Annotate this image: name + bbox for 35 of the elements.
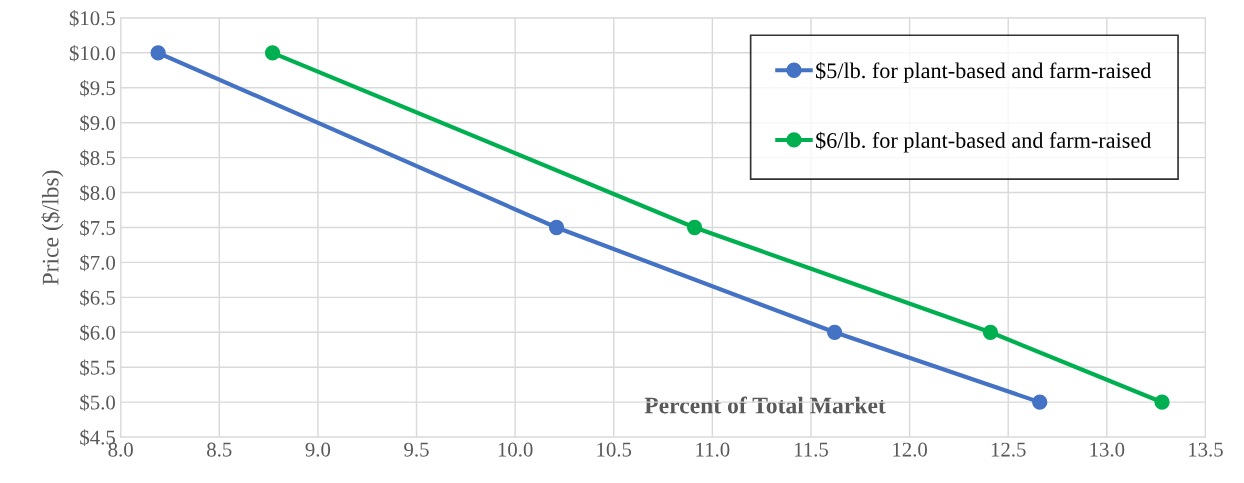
point: [150, 45, 166, 61]
x-tick-label: 11.0: [696, 442, 730, 457]
x-tick-label: 13.5: [1189, 442, 1223, 457]
legend-label: $6/lb. for plant-based and farm-raised: [816, 131, 1152, 153]
point: [548, 219, 565, 236]
point: [686, 219, 703, 236]
y-tick-label: $10.5: [69, 10, 115, 27]
legend-label: $5/lb. for plant-based and farm-raised: [816, 61, 1152, 83]
y-tick-label: $5.0: [80, 394, 116, 411]
y-tick-label: $7.5: [80, 219, 115, 237]
point: [264, 45, 281, 61]
x-tick-label: 13.0: [1090, 442, 1125, 457]
x-tick-label: 10.0: [498, 442, 533, 457]
x-tick-label: 11.5: [794, 442, 828, 457]
y-tick-label: $8.0: [80, 184, 116, 202]
y-tick-label: $7.0: [80, 254, 116, 272]
x-tick-label: 9.5: [404, 442, 429, 457]
y-tick-label: $5.5: [80, 359, 115, 377]
point: [1032, 394, 1048, 410]
x-tick-label: 9.0: [305, 442, 331, 457]
y-tick-label: $9.0: [80, 114, 116, 132]
y-tick-label: $9.5: [80, 79, 115, 97]
y-tick-label: $6.0: [80, 324, 116, 342]
point: [1154, 394, 1170, 410]
y-tick-label: $8.5: [80, 149, 115, 167]
y-tick-label: $10.0: [69, 44, 116, 62]
y-axis-title: Price ($/lbs): [41, 170, 64, 285]
x-axis-title: Percent of Total Market: [644, 396, 886, 414]
y-tick-label: $6.5: [80, 289, 115, 307]
x-tick-label: 8.5: [207, 442, 232, 457]
point: [982, 324, 999, 340]
x-tick-label: 12.0: [893, 442, 928, 457]
point: [827, 324, 843, 340]
x-tick-label: 12.5: [991, 442, 1026, 457]
x-tick-label: 10.5: [597, 442, 632, 457]
